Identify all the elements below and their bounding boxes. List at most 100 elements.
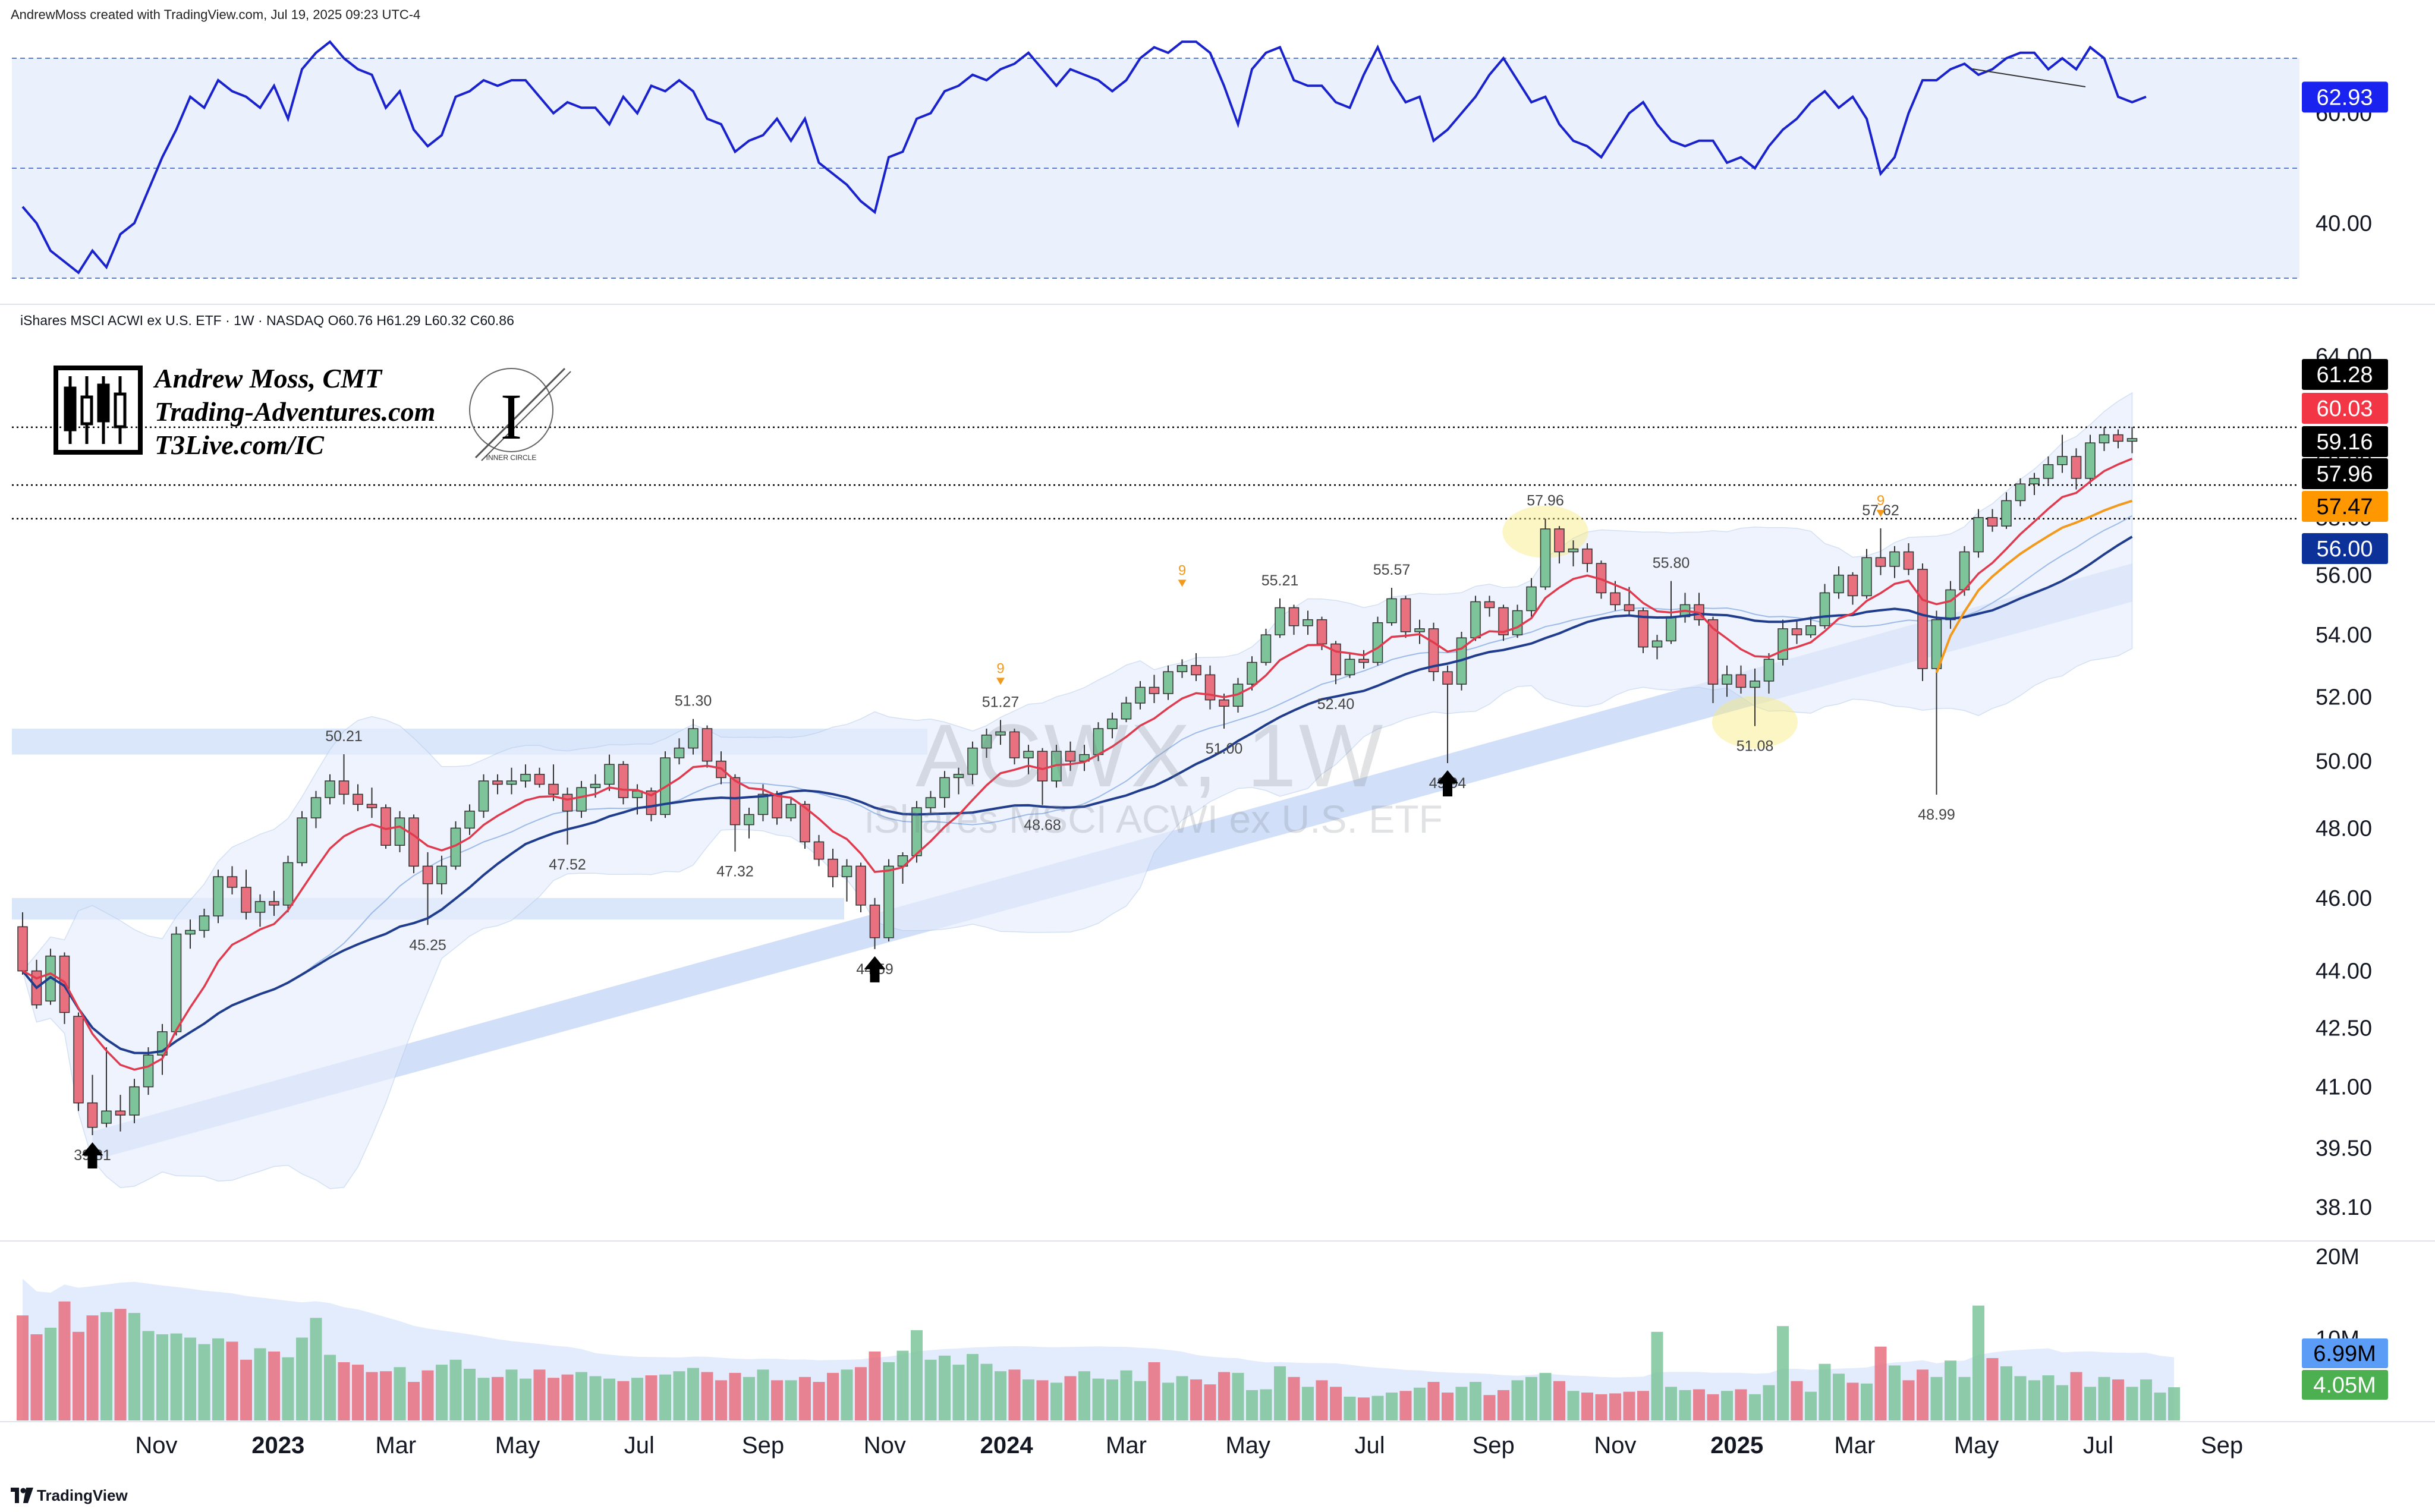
- volume-bar: [883, 1362, 895, 1420]
- volume-bar: [1176, 1376, 1188, 1420]
- volume-bar: [939, 1355, 951, 1420]
- arrow-up-icon: [81, 1142, 103, 1168]
- candle-body: [1638, 610, 1648, 648]
- candle-body: [408, 817, 419, 867]
- candle-body: [1247, 662, 1257, 685]
- price-annotation: 48.68: [1024, 817, 1061, 834]
- price-annotation: 47.32: [716, 864, 754, 880]
- time-tick-label: Mar: [1834, 1432, 1875, 1459]
- candle-body: [325, 780, 335, 798]
- candle: [436, 855, 447, 894]
- candle: [2085, 434, 2096, 484]
- candle: [2113, 429, 2123, 449]
- candle-body: [1791, 628, 1802, 635]
- volume-bar: [366, 1372, 378, 1420]
- candle: [310, 790, 322, 829]
- candle: [1554, 526, 1565, 564]
- candle-body: [1442, 671, 1453, 685]
- candle-body: [1610, 592, 1621, 606]
- candle: [1121, 697, 1132, 723]
- candle-body: [115, 1110, 126, 1116]
- price-tick-label: 46.00: [2316, 886, 2372, 911]
- candle-body: [1065, 751, 1076, 762]
- brand-name: Andrew Moss, CMT: [155, 363, 382, 393]
- footer-brand[interactable]: TradingView: [37, 1486, 128, 1504]
- candle: [688, 719, 699, 755]
- volume-bar: [2112, 1379, 2124, 1420]
- volume-bar: [1819, 1363, 1831, 1420]
- price-badge-label: 59.16: [2316, 430, 2373, 455]
- candle-body: [394, 817, 405, 846]
- symbol-info-line[interactable]: iShares MSCI ACWI ex U.S. ETF · 1W · NAS…: [20, 313, 514, 328]
- price-axis: 64.0062.0060.0058.0056.0054.0052.0050.00…: [0, 304, 2435, 1422]
- volume-bar: [715, 1380, 727, 1420]
- candle: [1638, 607, 1648, 653]
- volume-bar: [142, 1331, 155, 1420]
- candle: [492, 774, 503, 795]
- candle: [981, 728, 992, 758]
- candle-body: [2043, 464, 2054, 479]
- candle: [2057, 434, 2068, 473]
- candle-body: [953, 774, 964, 779]
- volume-bar: [2000, 1366, 2012, 1420]
- candle: [701, 725, 713, 768]
- volume-bar: [1777, 1326, 1789, 1420]
- candle: [338, 754, 350, 805]
- candle-body: [1149, 686, 1160, 694]
- candle-body: [590, 783, 601, 788]
- volume-bar: [631, 1378, 643, 1420]
- candle: [2043, 456, 2054, 484]
- volume-bar: [1861, 1383, 1873, 1420]
- brand-link: T3Live.com/IC: [155, 430, 324, 460]
- volume-bar: [813, 1382, 825, 1420]
- price-tick-label: 48.00: [2316, 816, 2372, 841]
- price-annotation: 51.27: [982, 694, 1020, 710]
- candle: [604, 754, 615, 791]
- price-tick-label: 56.00: [2316, 563, 2372, 588]
- volume-bar: [2042, 1375, 2055, 1420]
- candle: [1442, 665, 1453, 763]
- volume-bar: [1567, 1391, 1580, 1420]
- candle: [129, 1079, 140, 1123]
- price-pane: 39.8150.2145.2547.5251.3047.3244.5951.27…: [12, 392, 2299, 1189]
- price-annotation: 51.00: [1206, 741, 1243, 757]
- anchored-vwap-line: [1935, 499, 2133, 673]
- volume-bar: [1525, 1376, 1537, 1420]
- candle: [2071, 448, 2082, 490]
- candle-body: [366, 804, 377, 808]
- candle: [2015, 478, 2026, 506]
- volume-bar: [1078, 1371, 1090, 1420]
- brand-website: Trading-Adventures.com: [155, 396, 436, 427]
- td-sequential-label: 9: [1877, 493, 1885, 509]
- candle: [1540, 518, 1551, 590]
- volume-bar: [1637, 1391, 1649, 1420]
- volume-bar: [855, 1367, 867, 1420]
- candle: [1470, 596, 1481, 641]
- volume-bar: [701, 1372, 713, 1420]
- price-badge: [2302, 359, 2388, 390]
- candle: [226, 866, 238, 894]
- price-badge: [2302, 491, 2388, 522]
- candle-body: [506, 780, 517, 785]
- candle-body: [1722, 674, 1732, 685]
- candle: [1414, 619, 1425, 644]
- candle: [883, 859, 894, 941]
- candle-body: [883, 865, 894, 938]
- volume-bar: [1874, 1346, 1887, 1420]
- volume-bar: [449, 1359, 462, 1420]
- volume-bar: [114, 1309, 127, 1420]
- volume-bar: [1218, 1372, 1230, 1420]
- volume-bar: [1190, 1379, 1202, 1420]
- candle: [185, 919, 196, 949]
- price-annotation: 48.99: [1918, 807, 1955, 823]
- volume-bar: [2098, 1376, 2110, 1420]
- volume-bar: [226, 1341, 238, 1420]
- volume-bar: [58, 1301, 71, 1420]
- volume-bar: [1553, 1381, 1565, 1420]
- volume-bar: [1930, 1376, 1943, 1420]
- volume-bar: [2154, 1393, 2166, 1420]
- volume-bar: [659, 1374, 671, 1420]
- candle-body: [1135, 686, 1146, 704]
